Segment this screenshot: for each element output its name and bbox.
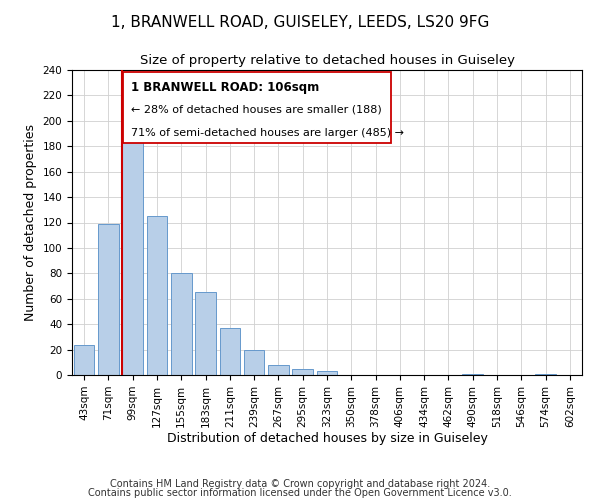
Bar — [535, 374, 556, 375]
Text: Contains public sector information licensed under the Open Government Licence v3: Contains public sector information licen… — [88, 488, 512, 498]
Bar — [463, 374, 483, 375]
Bar — [220, 328, 240, 375]
Text: ← 28% of detached houses are smaller (188): ← 28% of detached houses are smaller (18… — [131, 104, 382, 115]
Bar — [244, 350, 265, 375]
Bar — [317, 371, 337, 375]
Bar — [171, 274, 191, 375]
Bar — [74, 344, 94, 375]
Bar — [292, 368, 313, 375]
Y-axis label: Number of detached properties: Number of detached properties — [24, 124, 37, 321]
Bar — [146, 216, 167, 375]
Text: 1, BRANWELL ROAD, GUISELEY, LEEDS, LS20 9FG: 1, BRANWELL ROAD, GUISELEY, LEEDS, LS20 … — [111, 15, 489, 30]
Bar — [122, 122, 143, 375]
Bar — [98, 224, 119, 375]
FancyBboxPatch shape — [123, 72, 391, 143]
Title: Size of property relative to detached houses in Guiseley: Size of property relative to detached ho… — [139, 54, 515, 68]
Bar — [195, 292, 216, 375]
Text: 1 BRANWELL ROAD: 106sqm: 1 BRANWELL ROAD: 106sqm — [131, 80, 319, 94]
Bar — [268, 365, 289, 375]
X-axis label: Distribution of detached houses by size in Guiseley: Distribution of detached houses by size … — [167, 432, 487, 446]
Text: Contains HM Land Registry data © Crown copyright and database right 2024.: Contains HM Land Registry data © Crown c… — [110, 479, 490, 489]
Text: 71% of semi-detached houses are larger (485) →: 71% of semi-detached houses are larger (… — [131, 128, 404, 138]
